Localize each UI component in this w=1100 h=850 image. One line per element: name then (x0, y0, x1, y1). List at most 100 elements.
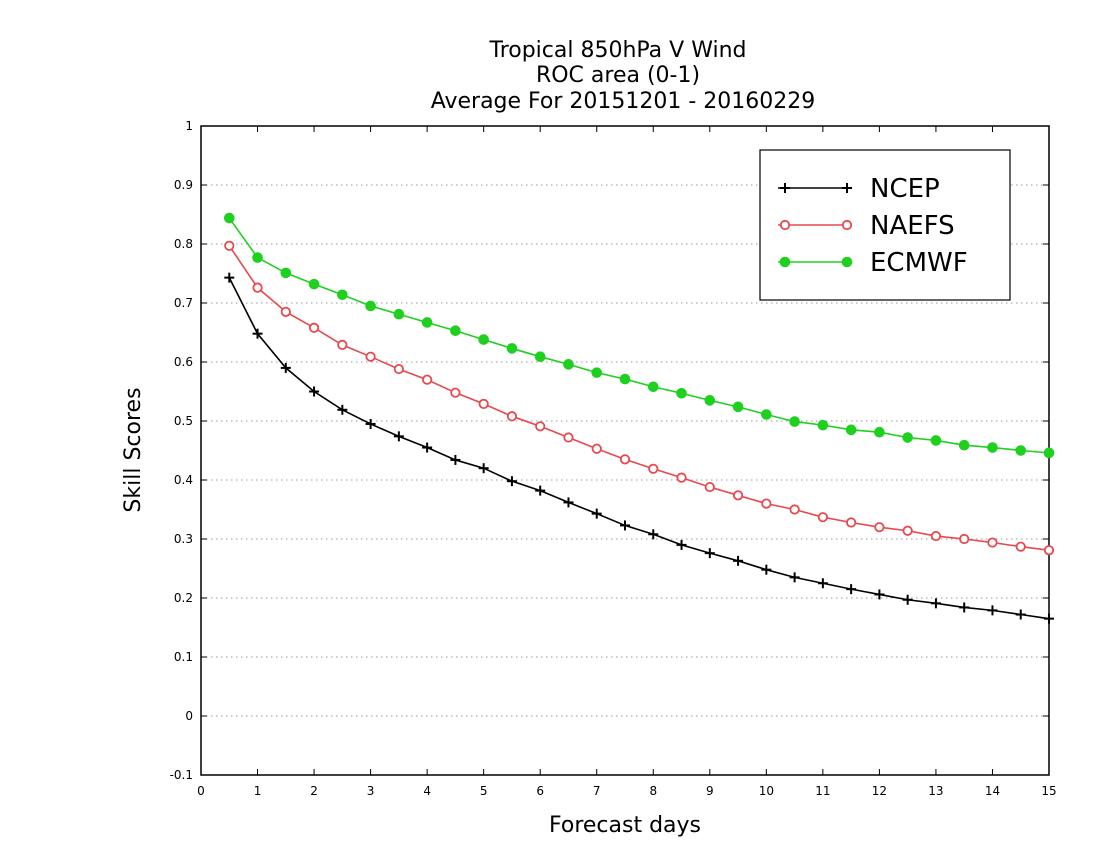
legend-marker-naefs (779, 219, 791, 231)
y-tick-label: 0.6 (174, 355, 193, 369)
x-tick-label: 14 (985, 784, 1000, 798)
data-point-ecmwf (930, 435, 942, 446)
x-tick-label: 8 (649, 784, 657, 798)
y-axis-title: Skill Scores (121, 387, 146, 512)
data-point-ecmwf (280, 267, 292, 279)
data-point-ecmwf (619, 373, 631, 385)
data-point-ecmwf (958, 439, 970, 451)
x-tick-label: 0 (197, 784, 205, 798)
data-point-naefs (619, 454, 631, 465)
data-point-ecmwf (591, 367, 603, 378)
data-point-ecmwf (987, 442, 998, 453)
data-point-naefs (563, 432, 574, 443)
x-tick-label: 2 (310, 784, 318, 798)
data-point-ecmwf (1015, 445, 1027, 456)
data-point-naefs (478, 398, 489, 409)
data-point-ncep (1015, 609, 1026, 620)
data-point-ncep (620, 520, 630, 531)
series-ncep (224, 272, 1054, 624)
data-point-ncep (874, 589, 885, 600)
legend-marker-ecmwf (779, 256, 791, 268)
x-tick-label: 1 (254, 784, 262, 798)
y-tick-label: 0.3 (174, 532, 193, 546)
data-point-ecmwf (365, 300, 376, 312)
legend-item-naefs: NAEFS (778, 211, 955, 241)
data-point-ecmwf (534, 351, 546, 362)
data-point-naefs (732, 490, 744, 501)
data-point-ecmwf (676, 387, 687, 399)
legend-box (759, 149, 1011, 301)
y-tick-label: 0.5 (174, 414, 193, 428)
legend-label-naefs: NAEFS (870, 211, 955, 241)
data-point-naefs (930, 530, 942, 542)
data-point-ecmwf (704, 395, 716, 406)
x-tick-label: 5 (480, 784, 488, 798)
data-point-ecmwf (647, 381, 659, 393)
data-point-ncep (676, 539, 687, 550)
data-point-ecmwf (421, 317, 433, 328)
y-tick-label: 0.9 (174, 178, 193, 192)
data-point-naefs (506, 411, 518, 422)
legend-marker-ncep (780, 183, 790, 193)
data-point-ecmwf (308, 278, 320, 290)
x-axis-title: Forecast days (549, 813, 701, 838)
x-tick-label: 7 (593, 784, 601, 798)
data-point-ncep (761, 564, 772, 575)
data-point-ncep (987, 605, 998, 616)
data-point-naefs (591, 443, 602, 454)
y-tick-label: 0.8 (174, 237, 193, 251)
x-tick-label: 3 (367, 784, 375, 798)
data-point-ncep (224, 272, 235, 283)
data-point-ncep (704, 548, 715, 559)
data-point-naefs (1015, 541, 1026, 552)
data-point-naefs (874, 522, 885, 533)
legend-label-ncep: NCEP (870, 174, 940, 204)
y-tick-label: 0 (185, 709, 193, 723)
data-point-ncep (846, 584, 857, 595)
data-point-ecmwf (732, 401, 744, 413)
data-point-naefs (365, 351, 376, 362)
data-point-ncep (535, 485, 546, 496)
chart-title-line-3: Average For 20151201 - 20160229 (431, 89, 816, 114)
series-ecmwf (223, 212, 1055, 459)
data-point-naefs (676, 472, 687, 483)
data-point-ecmwf (506, 343, 518, 354)
y-tick-label: -0.1 (170, 768, 193, 782)
data-point-naefs (817, 512, 828, 523)
data-point-ecmwf (393, 308, 405, 320)
data-point-ncep (591, 508, 602, 519)
data-point-ncep (648, 529, 659, 540)
data-point-ncep (902, 594, 913, 605)
x-tick-label: 4 (423, 784, 431, 798)
data-point-naefs (987, 537, 998, 548)
data-point-naefs (902, 525, 913, 536)
legend: NCEP NAEFS ECMWF (759, 149, 1011, 301)
x-tick-label: 9 (706, 784, 714, 798)
data-point-ncep (959, 602, 970, 613)
gridlines (201, 184, 1049, 717)
y-tick-label: 0.7 (174, 296, 193, 310)
data-point-naefs (422, 374, 433, 385)
data-point-ncep (733, 555, 744, 566)
data-point-naefs (959, 533, 970, 545)
data-point-ecmwf (761, 409, 772, 420)
data-point-ncep (817, 578, 828, 589)
data-point-ncep (478, 463, 489, 474)
y-tick-label: 0.1 (174, 650, 193, 664)
data-point-ncep (506, 476, 517, 487)
y-tick-label: 0.2 (174, 591, 193, 605)
data-point-naefs (761, 498, 772, 509)
series-line-ncep (228, 277, 1050, 620)
data-point-naefs (252, 282, 263, 293)
data-point-naefs (450, 387, 461, 398)
data-point-naefs (393, 363, 404, 375)
data-point-naefs (704, 481, 715, 493)
data-point-naefs (224, 240, 235, 251)
data-point-ecmwf (450, 325, 461, 337)
data-point-ecmwf (789, 416, 800, 427)
x-tick-label: 12 (872, 784, 887, 798)
x-tick-label: 11 (815, 784, 830, 798)
data-point-naefs (280, 306, 291, 317)
data-point-ecmwf (902, 432, 913, 443)
data-point-naefs (308, 322, 320, 333)
